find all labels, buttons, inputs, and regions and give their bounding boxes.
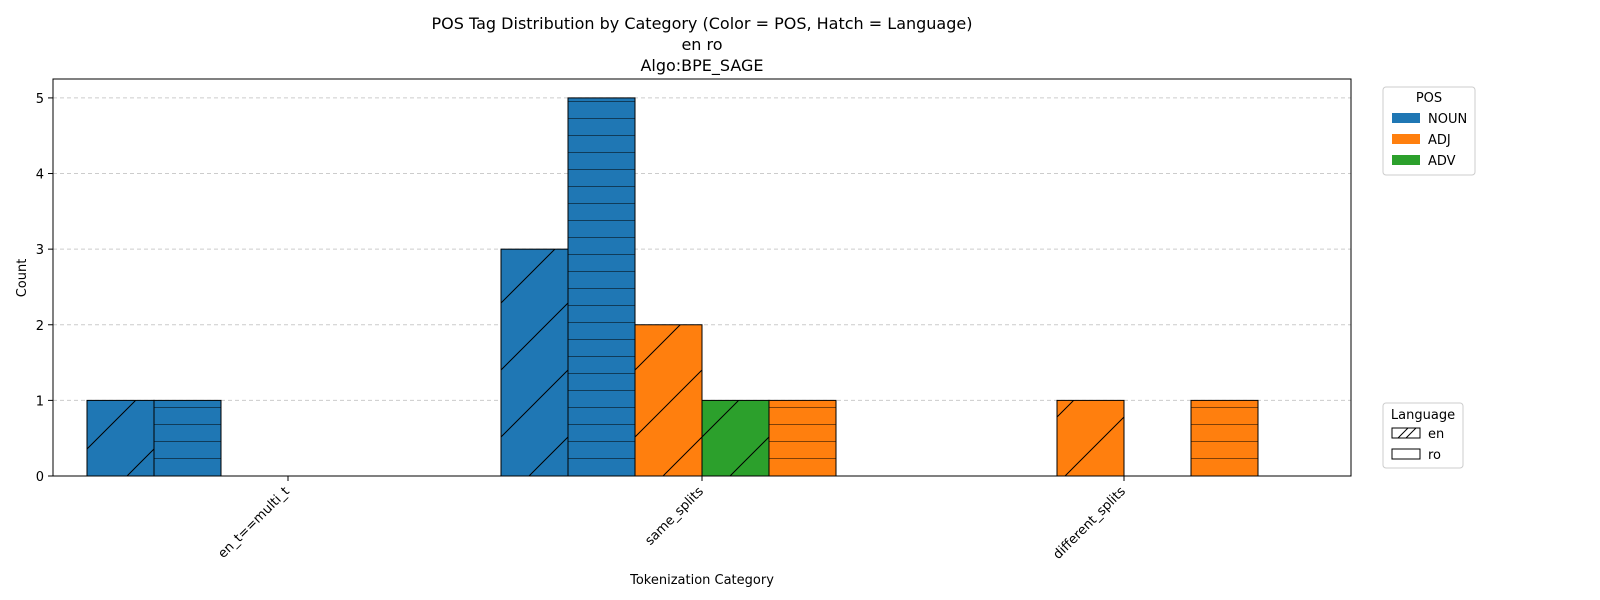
legend-label-adj: ADJ — [1428, 133, 1451, 148]
legend-swatch-ro — [1391, 448, 1421, 460]
x-tick-label: same_splits — [642, 484, 707, 549]
legend-label-noun: NOUN — [1428, 112, 1467, 127]
bar-adj-en — [634, 324, 703, 477]
bar-noun-en — [86, 399, 155, 477]
bar-adj-ro — [1190, 399, 1259, 477]
bar-noun-ro — [567, 97, 636, 477]
legend-pos-frame — [1382, 86, 1476, 176]
legend-swatch-adj — [1392, 134, 1420, 144]
bar-hatch — [500, 248, 569, 477]
bar-hatch — [701, 399, 770, 477]
title-line-1: POS Tag Distribution by Category (Color … — [432, 14, 973, 33]
chart-title: POS Tag Distribution by Category (Color … — [432, 14, 973, 76]
bar-hatch — [1056, 399, 1125, 477]
title-line-3: Algo:BPE_SAGE — [640, 56, 763, 76]
title-line-2: en ro — [681, 35, 722, 54]
bar-hatch — [86, 399, 155, 477]
legend-pos: POS NOUN ADJ ADV — [1382, 86, 1476, 176]
y-tick-label: 3 — [36, 243, 44, 258]
x-tick-label: different_splits — [1050, 484, 1129, 563]
bar-hatch — [567, 97, 636, 477]
y-tick-label: 0 — [36, 470, 44, 485]
bar-adj-ro — [768, 399, 837, 477]
legend-lang-title: Language — [1391, 408, 1455, 423]
legend-swatch-adv — [1392, 155, 1420, 165]
x-tick-label: en_t==multi_t — [215, 484, 292, 561]
legend-lang: Language en ro — [1382, 402, 1464, 469]
bar-noun-ro — [153, 399, 222, 477]
legend-pos-title: POS — [1416, 91, 1442, 106]
y-tick-label: 2 — [36, 319, 44, 334]
y-tick-label: 1 — [36, 394, 44, 409]
y-tick-label: 5 — [36, 92, 44, 107]
y-axis: 0 1 2 3 4 5 — [36, 92, 53, 485]
x-axis: en_t==multi_t same_splits different_splits — [215, 476, 1129, 563]
y-axis-label: Count — [15, 259, 30, 298]
legend-hatch-en — [1397, 427, 1417, 439]
bar-hatch — [768, 399, 837, 477]
bar-adj-en — [1056, 399, 1125, 477]
x-axis-label: Tokenization Category — [629, 573, 774, 588]
legend-label-en: en — [1428, 427, 1444, 442]
bars — [86, 97, 1259, 477]
y-tick-label: 4 — [36, 168, 44, 183]
bar-adv-en — [701, 399, 770, 477]
bar-hatch — [153, 399, 222, 477]
bar-hatch — [634, 324, 703, 477]
legend-swatch-noun — [1392, 113, 1420, 123]
legend-label-ro: ro — [1428, 448, 1441, 463]
legend-label-adv: ADV — [1428, 154, 1456, 169]
y-grid — [53, 97, 1351, 401]
bar-noun-en — [500, 248, 569, 477]
bar-hatch — [1190, 399, 1259, 477]
